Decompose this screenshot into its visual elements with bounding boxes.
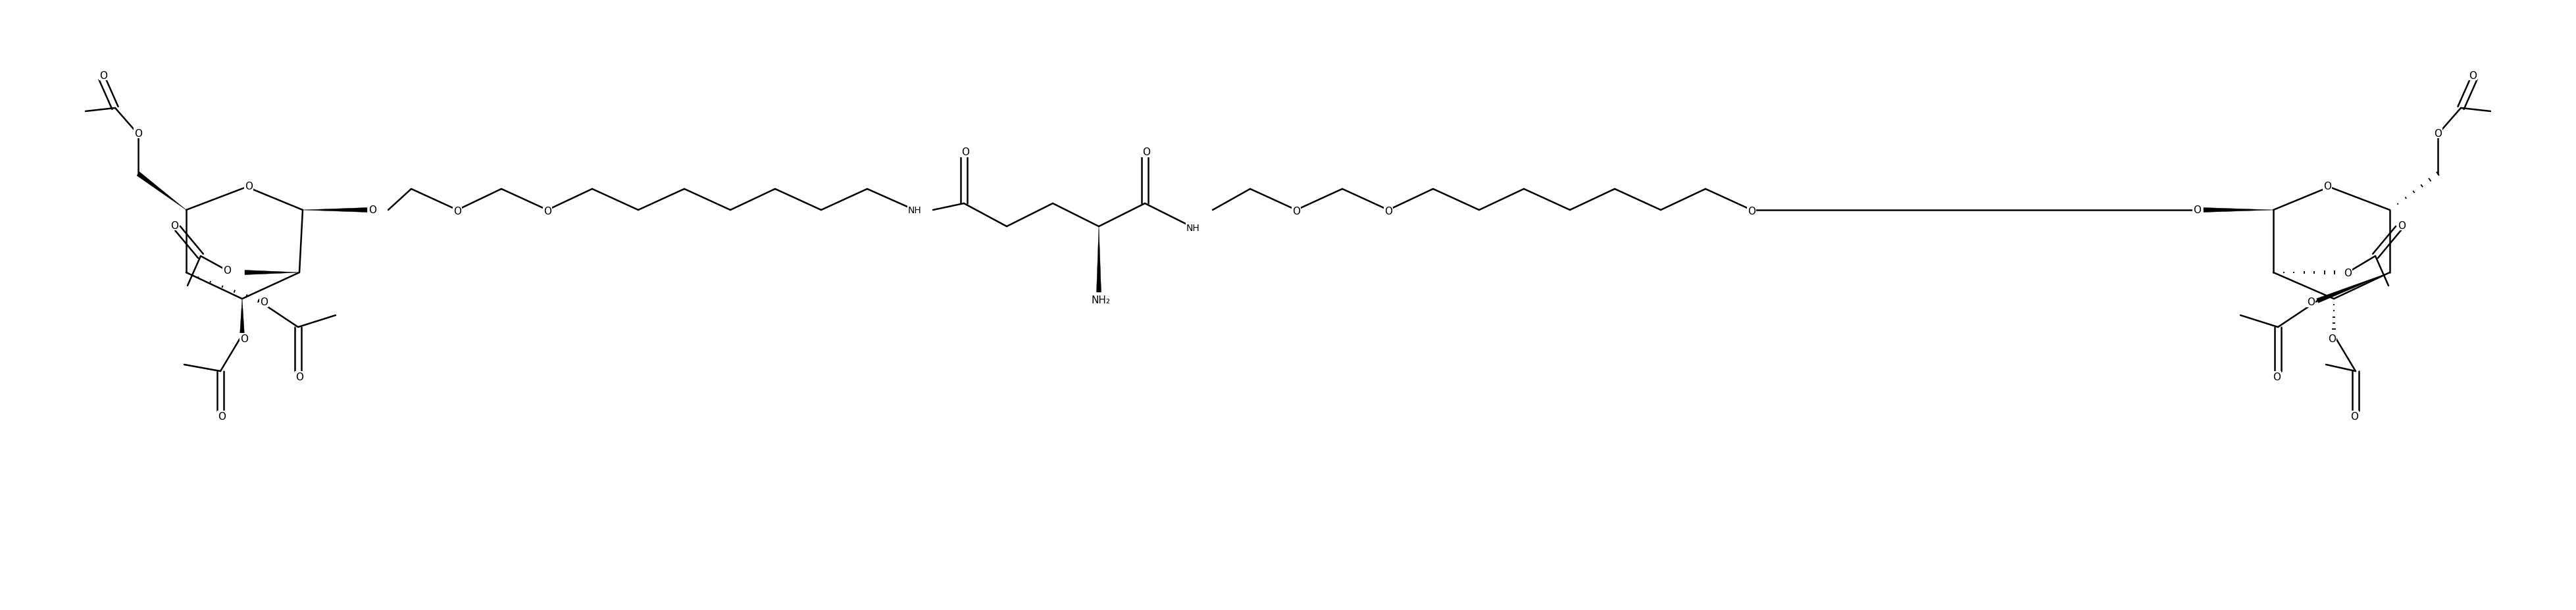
Text: O: O bbox=[2344, 268, 2352, 278]
Polygon shape bbox=[2202, 208, 2275, 213]
Text: O: O bbox=[2329, 334, 2336, 343]
Text: O: O bbox=[2272, 371, 2280, 382]
Text: O: O bbox=[245, 182, 252, 192]
Text: O: O bbox=[170, 221, 178, 231]
Polygon shape bbox=[301, 208, 368, 213]
Text: O: O bbox=[961, 148, 969, 157]
Text: O: O bbox=[2434, 129, 2442, 138]
Text: O: O bbox=[2308, 298, 2316, 307]
Text: O: O bbox=[1747, 206, 1754, 216]
Text: O: O bbox=[368, 206, 376, 215]
Polygon shape bbox=[137, 173, 185, 210]
Text: O: O bbox=[1141, 148, 1149, 157]
Text: O: O bbox=[219, 411, 227, 421]
Text: O: O bbox=[224, 266, 232, 276]
Text: O: O bbox=[1293, 206, 1301, 216]
Text: O: O bbox=[2349, 411, 2357, 421]
Text: O: O bbox=[544, 206, 551, 216]
Text: NH₂: NH₂ bbox=[1092, 295, 1110, 306]
Text: O: O bbox=[240, 334, 247, 343]
Text: O: O bbox=[134, 129, 142, 138]
Text: O: O bbox=[296, 371, 304, 382]
Text: O: O bbox=[1383, 206, 1391, 216]
Text: O: O bbox=[2324, 182, 2331, 192]
Text: NH: NH bbox=[907, 206, 922, 215]
Polygon shape bbox=[1097, 227, 1100, 293]
Text: O: O bbox=[2468, 71, 2476, 81]
Text: O: O bbox=[260, 298, 268, 307]
Polygon shape bbox=[2316, 273, 2391, 303]
Polygon shape bbox=[245, 270, 299, 275]
Text: O: O bbox=[100, 71, 108, 81]
Text: O: O bbox=[2398, 221, 2406, 231]
Text: NH: NH bbox=[1185, 223, 1200, 232]
Polygon shape bbox=[240, 299, 245, 336]
Text: O: O bbox=[453, 206, 461, 216]
Text: O: O bbox=[2192, 206, 2200, 215]
